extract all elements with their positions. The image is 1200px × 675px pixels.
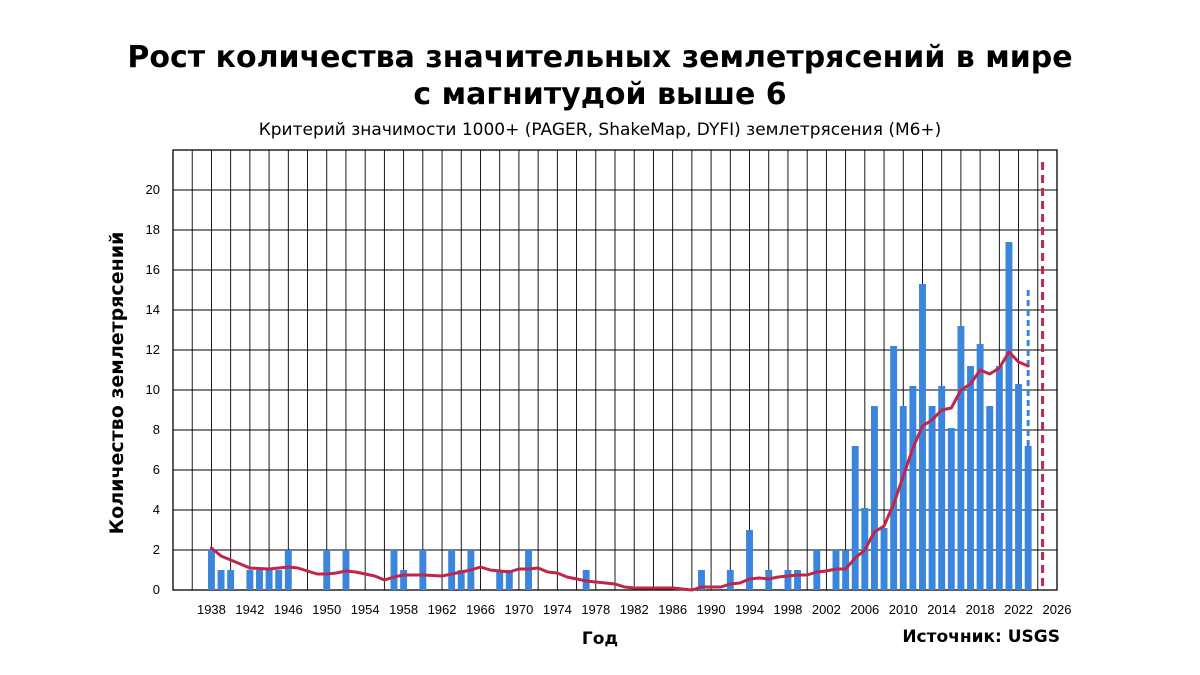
bar [928,406,936,590]
x-tick-label: 1998 [773,602,802,617]
trend-line [209,350,1030,592]
bar [1005,242,1013,590]
bar [909,386,917,590]
bar [1015,384,1023,590]
bar [256,570,263,590]
bar [457,570,465,590]
bar [400,570,408,590]
y-tick-label: 4 [153,502,160,517]
x-tick-label: 2002 [812,602,841,617]
x-tick-label: 1990 [697,602,726,617]
x-tick-label: 2014 [927,602,956,617]
x-tick-label: 2010 [889,602,918,617]
x-tick-label: 1982 [620,602,649,617]
bar [227,570,235,590]
bar [275,570,283,590]
x-tick-label: 1974 [543,602,572,617]
bar [938,386,946,590]
x-tick-label: 1946 [274,602,303,617]
chart-title-line-1: Рост количества значительных землетрясен… [127,40,1073,75]
y-tick-label: 14 [146,302,160,317]
x-tick-label: 1958 [389,602,418,617]
x-tick-label: 1938 [197,602,226,617]
bar [947,428,955,590]
x-tick-label: 1954 [351,602,380,617]
bar [870,406,878,590]
x-tick-label: 1962 [428,602,457,617]
x-tick-label: 2006 [850,602,879,617]
bar [890,346,898,590]
chart-subtitle: Критерий значимости 1000+ (PAGER, ShakeM… [258,120,942,140]
y-tick-label: 0 [153,582,160,597]
y-tick-label: 20 [146,182,160,197]
bar [851,446,859,590]
x-tick-label: 2018 [966,602,995,617]
bar [976,344,984,590]
bar [1024,446,1032,590]
bar [419,550,427,590]
x-tick-label: 1994 [735,602,764,617]
bar [323,550,331,590]
x-tick-label: 1950 [312,602,341,617]
bar [217,570,225,590]
bar [784,570,792,590]
x-tick-label: 1970 [504,602,533,617]
bar [448,550,456,590]
bar [794,570,802,590]
bar [880,528,888,590]
y-tick-label: 18 [146,222,160,237]
bar [967,366,974,590]
bar [207,550,215,590]
bar [746,530,753,590]
bar-series [207,242,1032,590]
y-tick-label: 10 [146,382,160,397]
x-tick-label: 1942 [235,602,264,617]
bar [390,550,398,590]
x-tick-label: 1966 [466,602,495,617]
y-tick-label: 16 [146,262,160,277]
x-tick-label: 1986 [658,602,687,617]
bar [505,570,513,590]
x-axis-label: Год [581,629,619,649]
y-tick-label: 2 [153,542,160,557]
y-tick-label: 12 [146,342,160,357]
bar [284,550,292,590]
x-tick-label: 2022 [1004,602,1033,617]
chart-title-line-2: с магнитудой выше 6 [413,77,787,112]
bar [496,570,504,590]
bar [246,570,254,590]
y-tick-label: 8 [153,422,160,437]
bar [813,550,821,590]
x-tick-label: 1978 [581,602,610,617]
bar [919,284,926,590]
bar [698,570,705,590]
bar [265,570,273,590]
bar [986,406,994,590]
source-credit: Источник: USGS [902,627,1060,647]
bar [957,326,965,590]
x-tick-label: 2026 [1043,602,1072,617]
bar [899,406,907,590]
bar [995,366,1003,590]
y-tick-label: 6 [153,462,160,477]
axis-ticks: 0 2 4 6 8 10 12 14 16 18 20 1938 1942 1946 1950 1954 195… [146,182,1072,617]
bar [726,570,734,590]
trend-series [209,162,1045,592]
